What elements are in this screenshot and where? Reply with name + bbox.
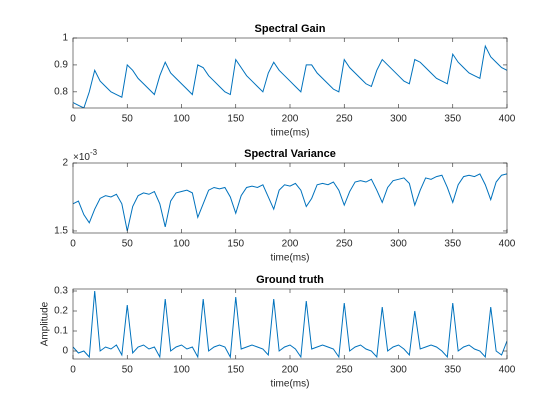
- y-multiplier: ×10-3: [73, 148, 98, 163]
- x-tick-label: 50: [122, 365, 134, 376]
- chart-title: Ground truth: [256, 274, 324, 286]
- x-axis-label: time(ms): [271, 379, 310, 390]
- x-tick-label: 250: [336, 239, 353, 250]
- x-tick-label: 200: [282, 239, 299, 250]
- x-tick-label: 250: [336, 365, 353, 376]
- x-tick-label: 150: [227, 239, 244, 250]
- plot-group: [73, 290, 507, 359]
- y-tick-label: 0.2: [54, 306, 68, 317]
- y-tick-label: 1: [62, 33, 68, 44]
- data-line: [73, 44, 507, 108]
- x-tick-label: 150: [227, 365, 244, 376]
- x-tick-label: 50: [122, 114, 134, 125]
- x-tick-label: 350: [444, 114, 461, 125]
- x-axis-label: time(ms): [271, 128, 310, 139]
- x-tick-label: 300: [390, 239, 407, 250]
- x-tick-label: 300: [390, 365, 407, 376]
- y-tick-label: 0.8: [54, 86, 68, 97]
- x-axis-label: time(ms): [271, 253, 310, 264]
- plot-area: [73, 289, 507, 359]
- chart-title: Spectral Variance: [244, 148, 336, 160]
- chart-title: Spectral Gain: [255, 23, 326, 35]
- y-tick-label: 0.3: [54, 286, 68, 297]
- x-tick-label: 200: [282, 114, 299, 125]
- x-tick-label: 300: [390, 114, 407, 125]
- x-tick-label: 50: [122, 239, 134, 250]
- x-tick-label: 350: [444, 365, 461, 376]
- x-tick-label: 400: [499, 114, 516, 125]
- y-tick-label: 1.5: [54, 226, 68, 237]
- x-tick-label: 0: [70, 239, 76, 250]
- x-tick-label: 0: [70, 114, 76, 125]
- plot-group: [73, 44, 507, 108]
- y-tick-label: 0: [62, 346, 68, 357]
- x-tick-label: 400: [499, 239, 516, 250]
- x-tick-label: 200: [282, 365, 299, 376]
- x-tick-label: 100: [173, 114, 190, 125]
- x-tick-label: 400: [499, 365, 516, 376]
- x-tick-label: 100: [173, 365, 190, 376]
- y-axis-label: Amplitude: [40, 301, 51, 346]
- x-tick-label: 150: [227, 114, 244, 125]
- plot-area: [73, 38, 507, 108]
- x-tick-label: 100: [173, 239, 190, 250]
- data-line: [73, 290, 507, 359]
- y-multiplier-base: ×10: [73, 152, 90, 163]
- x-tick-label: 350: [444, 239, 461, 250]
- y-tick-label: 0.9: [54, 60, 68, 71]
- x-tick-label: 0: [70, 365, 76, 376]
- y-tick-label: 2: [62, 158, 68, 169]
- y-multiplier-exponent: -3: [90, 148, 98, 157]
- y-tick-label: 0.1: [54, 326, 68, 337]
- x-tick-label: 250: [336, 114, 353, 125]
- data-line: [73, 173, 507, 232]
- plot-group: [73, 173, 507, 232]
- plot-area: [73, 163, 507, 233]
